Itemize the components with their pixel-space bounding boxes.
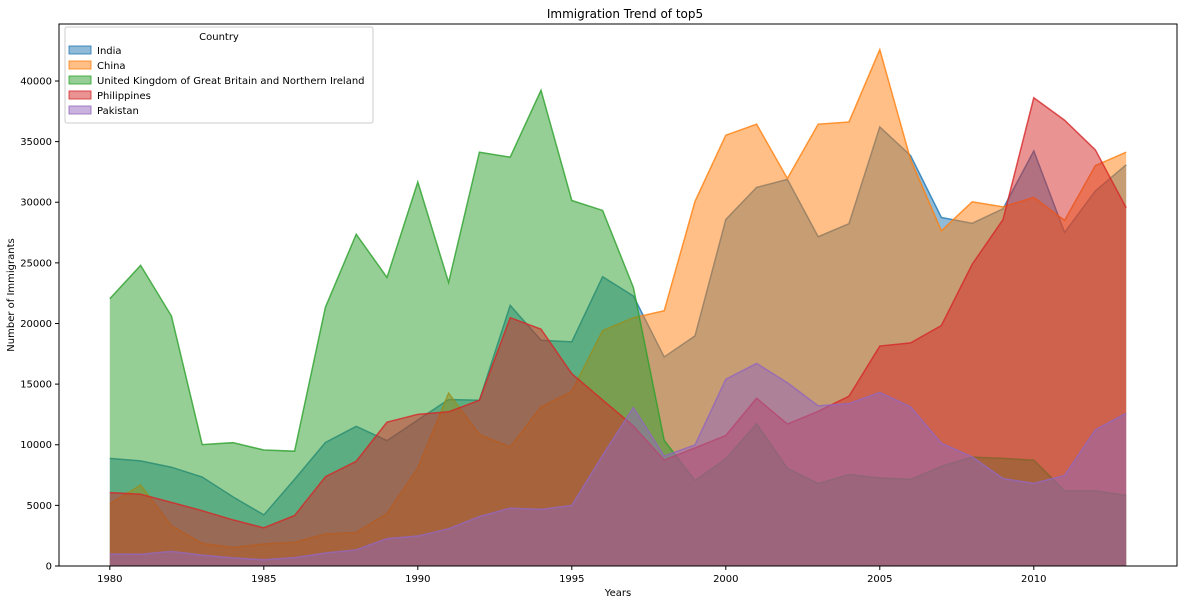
legend-label: Pakistan (97, 106, 139, 117)
legend-swatch (68, 45, 92, 55)
legend-box (64, 26, 374, 124)
legend-items: India China United Kingdom of Great Britai… (68, 45, 365, 117)
x-tick-label: 1985 (251, 574, 276, 585)
legend-label: China (97, 61, 126, 72)
y-tick-label: 0 (46, 562, 52, 573)
legend-label: Philippines (97, 91, 151, 102)
legend-swatch (68, 75, 92, 85)
y-axis-label: Number of Immigrants (6, 238, 17, 351)
legend-label: United Kingdom of Great Britain and Nort… (97, 76, 365, 87)
y-axis-ticks: 0 5000 10000 15000 20000 25000 30000 35000 40000 (20, 76, 59, 573)
y-tick-label: 30000 (20, 198, 52, 209)
x-tick-label: 2010 (1021, 574, 1046, 585)
legend-swatch (68, 105, 92, 115)
y-tick-label: 10000 (20, 440, 52, 451)
legend-item-philippines: Philippines (68, 90, 151, 102)
y-tick-label: 25000 (20, 258, 52, 269)
y-tick-label: 40000 (20, 76, 52, 87)
y-tick-label: 5000 (27, 501, 52, 512)
x-axis-label: Years (604, 588, 631, 599)
area-united-kingdom-of-great-britain-and-northern-ireland (109, 90, 1127, 566)
chart-title: Immigration Trend of top5 (547, 7, 703, 21)
x-axis-ticks: 1980 1985 1990 1995 2000 2005 2010 (97, 566, 1047, 585)
area-series-layer (109, 47, 1127, 567)
y-tick-label: 20000 (20, 319, 52, 330)
legend-title: Country (199, 32, 239, 43)
series-pakistan (109, 362, 1127, 566)
area-pakistan (109, 363, 1127, 566)
plot-frame (58, 23, 1178, 567)
y-tick-label: 35000 (20, 137, 52, 148)
legend-item-china: China (68, 60, 126, 72)
legend-item-pakistan: Pakistan (68, 105, 139, 117)
line-philippines (109, 96, 1127, 529)
legend-item-united-kingdom-of-great-britain-and-northern-ireland: United Kingdom of Great Britain and Nort… (68, 75, 365, 87)
legend: Country India China United Kingdom of Grea… (64, 26, 374, 124)
x-tick-label: 1980 (97, 574, 122, 585)
x-tick-label: 2000 (713, 574, 738, 585)
legend-item-india: India (68, 45, 122, 57)
x-tick-label: 1995 (559, 574, 584, 585)
x-tick-label: 1990 (405, 574, 430, 585)
legend-swatch (68, 60, 92, 70)
line-pakistan (109, 362, 1127, 561)
legend-label: India (97, 46, 122, 57)
legend-swatch (68, 90, 92, 100)
x-tick-label: 2005 (867, 574, 892, 585)
y-tick-label: 15000 (20, 380, 52, 391)
